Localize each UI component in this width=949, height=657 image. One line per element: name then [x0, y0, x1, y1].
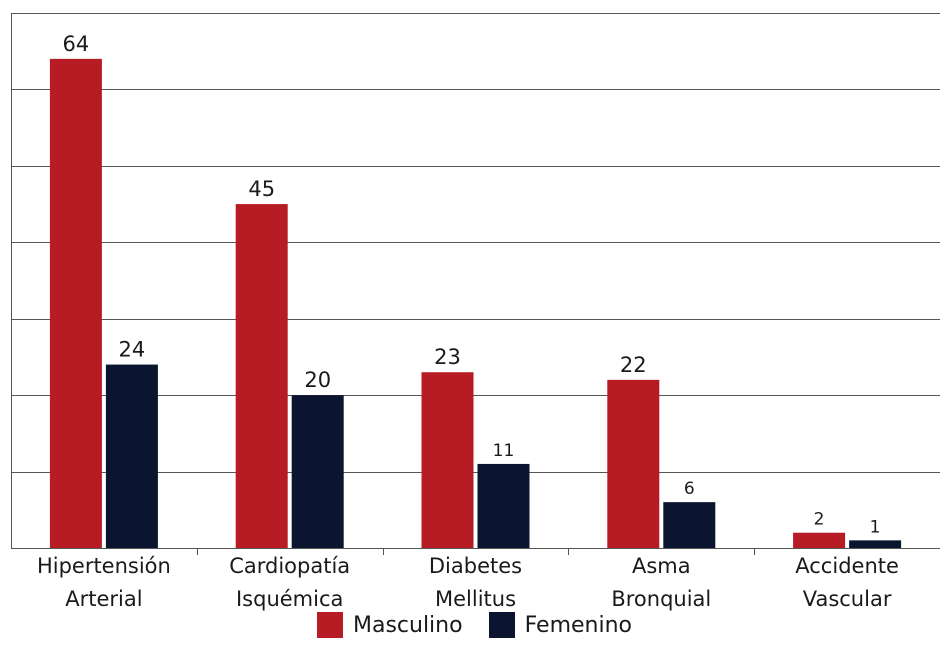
- data-label: 2: [814, 510, 825, 530]
- data-label: 22: [620, 353, 647, 377]
- data-label: 64: [63, 32, 90, 56]
- bar-femenino: [477, 463, 530, 548]
- category-label: Asma: [632, 554, 691, 578]
- data-label: 23: [434, 345, 461, 369]
- category-label: Accidente: [795, 554, 899, 578]
- bar-masculino: [421, 372, 474, 548]
- category-label: Diabetes: [429, 554, 522, 578]
- legend-item-0: Masculino: [316, 612, 463, 638]
- data-label: 45: [248, 177, 275, 201]
- legend-item-1: Femenino: [488, 612, 632, 638]
- category-label: Hipertensión: [37, 554, 171, 578]
- data-label: 6: [684, 479, 695, 499]
- legend-label-0: Masculino: [352, 612, 463, 638]
- bar-femenino: [105, 364, 158, 548]
- legend-swatch-1: [488, 612, 515, 638]
- legend-label-1: Femenino: [524, 612, 632, 638]
- category-label: Cardiopatía: [229, 554, 350, 578]
- data-label: 24: [119, 338, 146, 362]
- category-label: Arterial: [65, 587, 142, 611]
- legend-swatch-0: [316, 612, 343, 638]
- bar-masculino: [607, 379, 660, 548]
- data-label: 11: [493, 441, 515, 461]
- category-label: Bronquial: [611, 587, 711, 611]
- category-label: Isquémica: [236, 587, 343, 611]
- legend: Masculino Femenino: [0, 612, 949, 638]
- bar-masculino: [235, 204, 288, 549]
- bar-masculino: [49, 58, 102, 548]
- bar-femenino: [849, 540, 902, 548]
- category-label: Mellitus: [435, 587, 516, 611]
- category-label: Vascular: [803, 587, 892, 611]
- bar-femenino: [291, 395, 344, 548]
- data-label: 20: [304, 368, 331, 392]
- data-label: 1: [870, 517, 881, 537]
- bar-masculino: [793, 532, 846, 548]
- bar-femenino: [663, 502, 716, 548]
